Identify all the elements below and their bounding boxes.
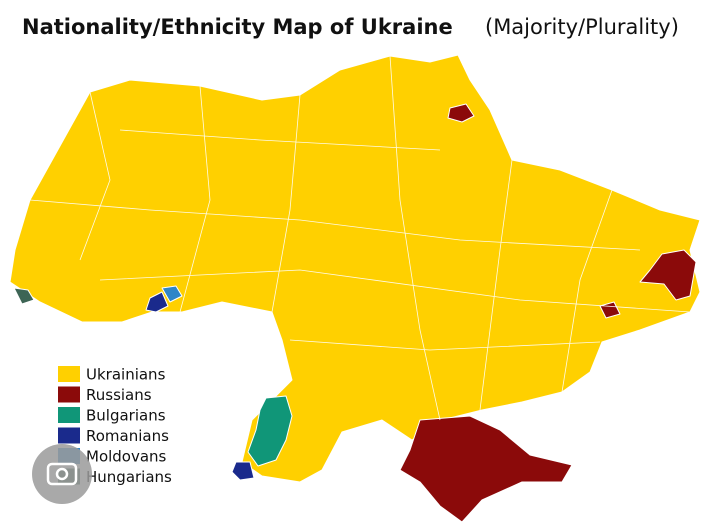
map (9, 54, 701, 523)
hungarians-region (13, 287, 35, 305)
legend-label: Romanians (86, 427, 169, 445)
lens-icon[interactable] (32, 444, 92, 504)
legend-label: Ukrainians (86, 366, 166, 384)
legend-label: Bulgarians (86, 407, 166, 425)
legend-swatch (58, 427, 80, 444)
moldovans-region (161, 285, 183, 303)
legend-swatch (58, 407, 80, 423)
romanians-region (231, 461, 255, 481)
legend-swatch (58, 386, 80, 403)
legend-label: Hungarians (86, 468, 172, 486)
lens-glyph (46, 462, 78, 486)
map-title: Nationality/Ethnicity Map of Ukraine (22, 15, 453, 39)
legend-label: Moldovans (86, 448, 167, 466)
internal-border (29, 55, 691, 421)
lens-glyph (55, 467, 69, 481)
bulgarians-region (247, 395, 293, 467)
legend-label: Russians (86, 386, 152, 404)
map-subtitle: (Majority/Plurality) (485, 15, 679, 39)
russians-region (447, 103, 475, 123)
lens-button[interactable] (32, 444, 92, 504)
legend-swatch (58, 366, 80, 382)
russians-region (639, 249, 697, 301)
russians-region (399, 415, 573, 523)
romanians-region (145, 291, 169, 313)
